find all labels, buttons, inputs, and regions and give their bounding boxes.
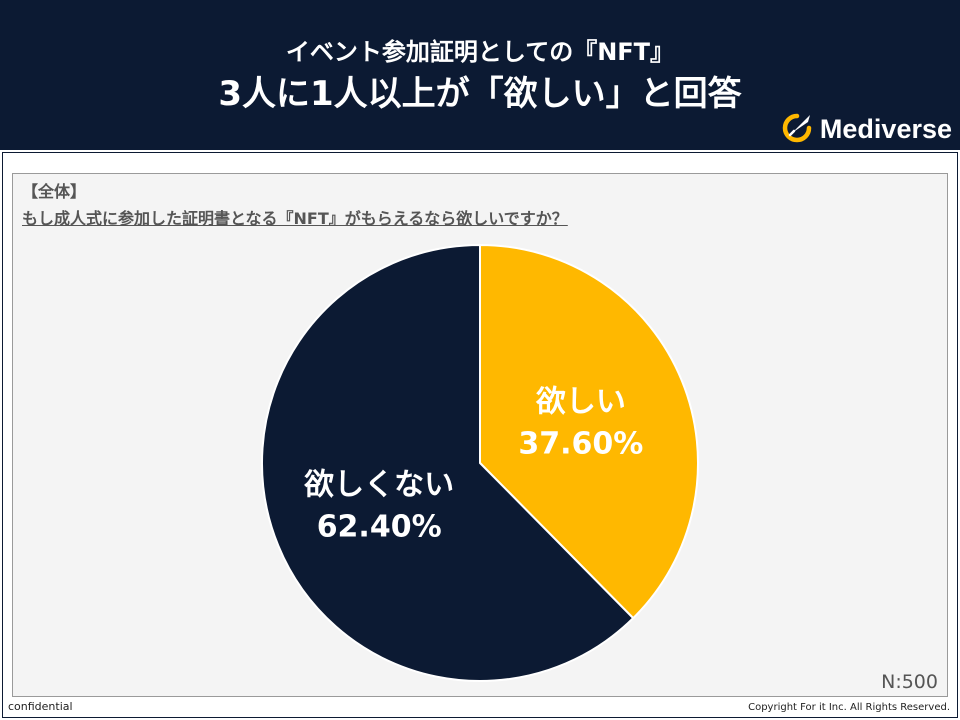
page-title-line2: 3人に1人以上が「欲しい」と回答 — [218, 74, 742, 114]
pie-slice-0 — [479, 243, 699, 620]
page-title-line1: イベント参加証明としての『NFT』 — [285, 38, 675, 66]
pie-value-label-0: 37.60% — [518, 427, 643, 462]
sample-size-label: N:500 — [881, 671, 938, 693]
pie-value-label-1: 62.40% — [317, 509, 442, 544]
question-tag: 【全体】 — [22, 182, 87, 201]
mediverse-logo: Mediverse — [780, 112, 952, 146]
logo-text: Mediverse — [819, 113, 952, 144]
footer-copyright: Copyright For it Inc. All Rights Reserve… — [748, 702, 950, 713]
question-text: もし成人式に参加した証明書となる『NFT』がもらえるなら欲しいですか？ — [22, 209, 568, 228]
content-frame — [2, 152, 958, 718]
pie-label-0: 欲しい — [535, 385, 626, 420]
pie-slice-1 — [261, 243, 635, 682]
pie-label-1: 欲しくない — [303, 467, 454, 502]
footer-confidential: confidential — [8, 700, 73, 713]
logo-mark-icon — [780, 111, 814, 147]
